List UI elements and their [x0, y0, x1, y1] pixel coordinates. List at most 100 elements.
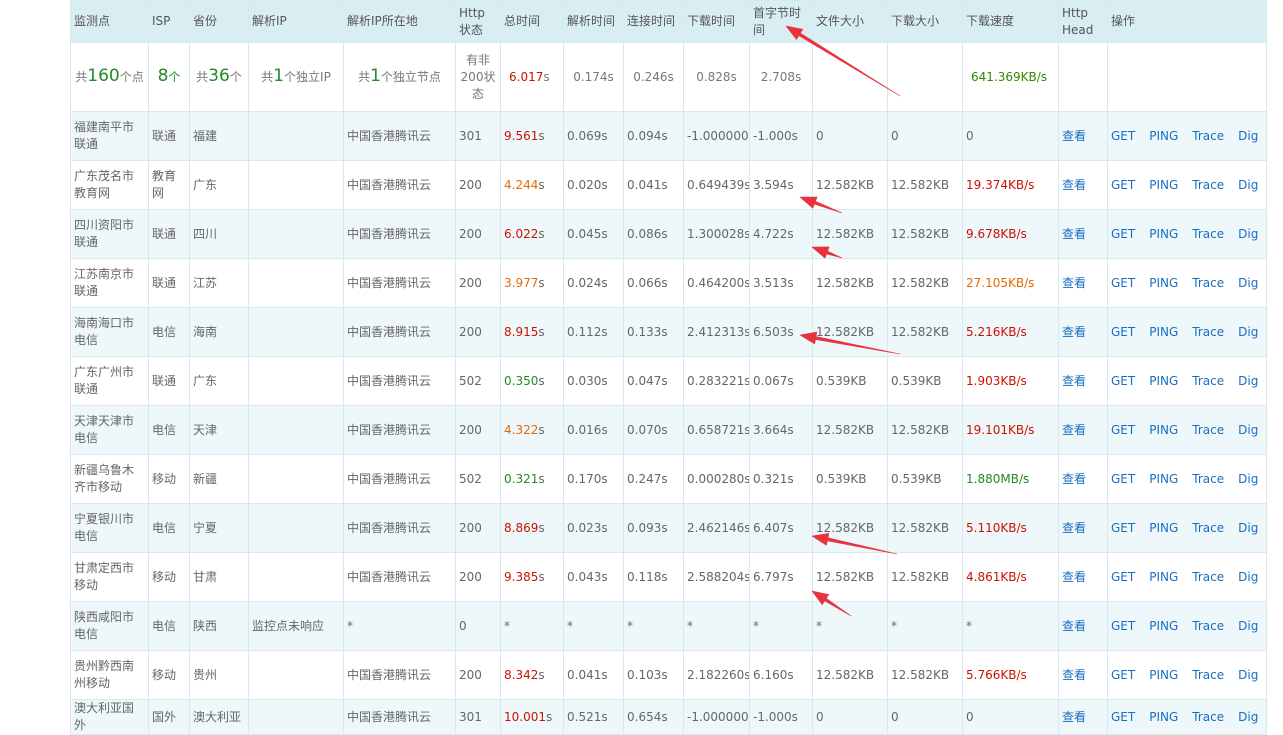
cell-download-time: *	[683, 601, 750, 651]
trace-link[interactable]: Trace	[1192, 709, 1225, 724]
dig-link[interactable]: Dig	[1238, 275, 1259, 290]
ping-link[interactable]: PING	[1149, 275, 1179, 290]
cell-province: 广东	[189, 356, 249, 406]
get-link[interactable]: GET	[1111, 709, 1136, 724]
get-link[interactable]: GET	[1111, 226, 1136, 241]
cell-dns-time: 0.521s	[563, 699, 624, 735]
total-time-unit: s	[538, 128, 545, 143]
cell-isp: 联通	[148, 258, 190, 308]
dig-link[interactable]: Dig	[1238, 667, 1259, 682]
ping-link[interactable]: PING	[1149, 471, 1179, 486]
dig-link[interactable]: Dig	[1238, 569, 1259, 584]
cell-actions: GET PING Trace Dig	[1107, 258, 1267, 308]
cell-actions: GET PING Trace Dig	[1107, 209, 1267, 259]
total-time-value: 8.342	[504, 667, 539, 682]
cell-http-status: 301	[455, 699, 501, 735]
view-head-link[interactable]: 查看	[1062, 520, 1087, 535]
trace-link[interactable]: Trace	[1192, 569, 1225, 584]
get-link[interactable]: GET	[1111, 422, 1136, 437]
dig-link[interactable]: Dig	[1238, 128, 1259, 143]
trace-link[interactable]: Trace	[1192, 422, 1225, 437]
get-link[interactable]: GET	[1111, 618, 1136, 633]
ping-link[interactable]: PING	[1149, 422, 1179, 437]
cell-total-time: 8.869s	[500, 503, 564, 553]
cell-download-time: 0.649439s	[683, 160, 750, 210]
dig-link[interactable]: Dig	[1238, 709, 1259, 724]
cell-dns-time: 0.030s	[563, 356, 624, 406]
view-head-link[interactable]: 查看	[1062, 177, 1087, 192]
view-head-link[interactable]: 查看	[1062, 709, 1087, 724]
cell-dns-time: *	[563, 601, 624, 651]
dig-link[interactable]: Dig	[1238, 520, 1259, 535]
get-link[interactable]: GET	[1111, 128, 1136, 143]
table-row: 海南海口市电信 电信 海南 中国香港腾讯云 200 8.915s 0.112s 0.133s 2…	[70, 307, 1267, 357]
trace-link[interactable]: Trace	[1192, 618, 1225, 633]
total-time-unit: s	[538, 226, 545, 241]
ping-link[interactable]: PING	[1149, 709, 1179, 724]
view-head-link[interactable]: 查看	[1062, 422, 1087, 437]
cell-download-size: 12.582KB	[887, 209, 963, 259]
get-link[interactable]: GET	[1111, 471, 1136, 486]
download-speed-value: 1.880MB/s	[966, 471, 1030, 486]
cell-connect-time: 0.093s	[623, 503, 684, 553]
dig-link[interactable]: Dig	[1238, 324, 1259, 339]
ping-link[interactable]: PING	[1149, 667, 1179, 682]
ping-link[interactable]: PING	[1149, 226, 1179, 241]
trace-link[interactable]: Trace	[1192, 177, 1225, 192]
cell-ip-location: 中国香港腾讯云	[343, 650, 456, 700]
cell-ttfb: -1.000s	[749, 111, 813, 161]
cell-actions: GET PING Trace Dig	[1107, 552, 1267, 602]
summary-location: 共1个独立节点	[343, 42, 456, 112]
view-head-link[interactable]: 查看	[1062, 618, 1087, 633]
view-head-link[interactable]: 查看	[1062, 324, 1087, 339]
download-speed-value: *	[966, 618, 972, 633]
cell-download-time: 0.464200s	[683, 258, 750, 308]
summary-isp: 8个	[148, 42, 190, 112]
cell-actions: GET PING Trace Dig	[1107, 405, 1267, 455]
ping-link[interactable]: PING	[1149, 520, 1179, 535]
view-head-link[interactable]: 查看	[1062, 667, 1087, 682]
ping-link[interactable]: PING	[1149, 373, 1179, 388]
ping-link[interactable]: PING	[1149, 569, 1179, 584]
trace-link[interactable]: Trace	[1192, 275, 1225, 290]
summary-province: 共36个	[189, 42, 249, 112]
cell-province: 贵州	[189, 650, 249, 700]
ping-link[interactable]: PING	[1149, 128, 1179, 143]
dig-link[interactable]: Dig	[1238, 177, 1259, 192]
get-link[interactable]: GET	[1111, 569, 1136, 584]
ping-link[interactable]: PING	[1149, 177, 1179, 192]
cell-dns-time: 0.170s	[563, 454, 624, 504]
trace-link[interactable]: Trace	[1192, 471, 1225, 486]
get-link[interactable]: GET	[1111, 520, 1136, 535]
view-head-link[interactable]: 查看	[1062, 128, 1087, 143]
table-row: 广东茂名市教育网 教育网 广东 中国香港腾讯云 200 4.244s 0.020s 0.041…	[70, 160, 1267, 210]
trace-link[interactable]: Trace	[1192, 373, 1225, 388]
view-head-link[interactable]: 查看	[1062, 226, 1087, 241]
trace-link[interactable]: Trace	[1192, 324, 1225, 339]
view-head-link[interactable]: 查看	[1062, 275, 1087, 290]
dig-link[interactable]: Dig	[1238, 373, 1259, 388]
get-link[interactable]: GET	[1111, 324, 1136, 339]
trace-link[interactable]: Trace	[1192, 667, 1225, 682]
cell-monitor: 陕西咸阳市电信	[70, 601, 149, 651]
get-link[interactable]: GET	[1111, 177, 1136, 192]
dig-link[interactable]: Dig	[1238, 471, 1259, 486]
view-head-link[interactable]: 查看	[1062, 373, 1087, 388]
trace-link[interactable]: Trace	[1192, 520, 1225, 535]
cell-monitor: 贵州黔西南州移动	[70, 650, 149, 700]
get-link[interactable]: GET	[1111, 667, 1136, 682]
dig-link[interactable]: Dig	[1238, 422, 1259, 437]
dig-link[interactable]: Dig	[1238, 226, 1259, 241]
view-head-link[interactable]: 查看	[1062, 471, 1087, 486]
speed-test-results: 监测点 ISP 省份 解析IP 解析IP所在地 Http状态 总时间 解析时间 …	[70, 0, 1267, 735]
ping-link[interactable]: PING	[1149, 324, 1179, 339]
dig-link[interactable]: Dig	[1238, 618, 1259, 633]
total-time-value: 10.001	[504, 709, 546, 724]
view-head-link[interactable]: 查看	[1062, 569, 1087, 584]
trace-link[interactable]: Trace	[1192, 128, 1225, 143]
cell-file-size: 12.582KB	[812, 503, 888, 553]
get-link[interactable]: GET	[1111, 275, 1136, 290]
trace-link[interactable]: Trace	[1192, 226, 1225, 241]
get-link[interactable]: GET	[1111, 373, 1136, 388]
ping-link[interactable]: PING	[1149, 618, 1179, 633]
